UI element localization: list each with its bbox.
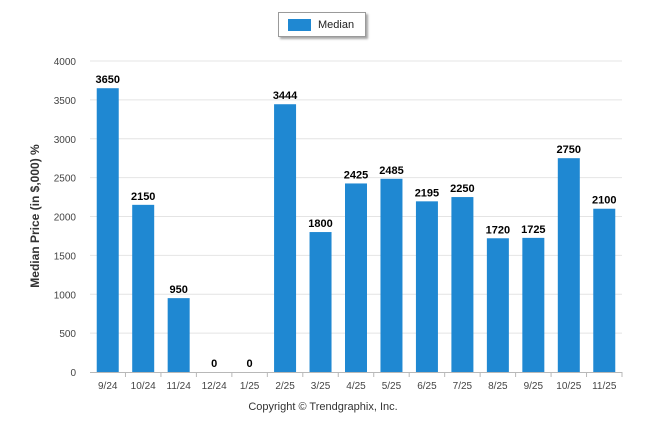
bar bbox=[167, 298, 190, 372]
bar bbox=[345, 183, 367, 372]
bar bbox=[274, 104, 297, 372]
y-tick-label: 4000 bbox=[54, 57, 77, 68]
data-label: 950 bbox=[169, 284, 187, 296]
legend-label-median: Median bbox=[318, 18, 355, 31]
y-tick-label: 500 bbox=[59, 329, 76, 340]
bar bbox=[557, 158, 580, 372]
data-label: 0 bbox=[247, 358, 253, 370]
bar bbox=[451, 197, 474, 372]
bar bbox=[309, 232, 332, 372]
bar bbox=[415, 201, 438, 372]
x-tick-label: 10/25 bbox=[556, 381, 581, 392]
bar bbox=[96, 88, 119, 373]
x-axis: 9/24 10/24 11/24 12/24 1/25 2/25 3/25 4/25 5/25 6… bbox=[90, 372, 623, 392]
data-label: 2150 bbox=[131, 191, 155, 203]
x-tick-label: 6/25 bbox=[417, 381, 437, 392]
data-label: 3444 bbox=[273, 90, 298, 102]
y-tick-label: 1000 bbox=[54, 290, 77, 301]
x-tick-label: 10/24 bbox=[131, 381, 156, 392]
data-label: 2250 bbox=[450, 183, 474, 195]
x-tick-label: 9/24 bbox=[98, 381, 118, 392]
bar bbox=[522, 237, 545, 372]
bar bbox=[486, 238, 509, 372]
y-tick-label: 1500 bbox=[54, 251, 77, 262]
bar bbox=[593, 208, 616, 372]
data-label: 1720 bbox=[486, 224, 510, 236]
x-tick-label: 8/25 bbox=[488, 381, 508, 392]
data-label: 0 bbox=[211, 358, 217, 370]
bar bbox=[132, 204, 155, 372]
x-tick-label: 3/25 bbox=[311, 381, 331, 392]
data-label: 2425 bbox=[344, 169, 368, 181]
copyright-footer: Copyright © Trendgraphix, Inc. bbox=[248, 401, 398, 413]
x-tick-label: 9/25 bbox=[524, 381, 544, 392]
bar bbox=[380, 178, 403, 372]
x-tick-label: 1/25 bbox=[240, 381, 260, 392]
data-label: 2100 bbox=[592, 195, 616, 207]
x-tick-label: 2/25 bbox=[275, 381, 295, 392]
data-label: 2485 bbox=[379, 165, 403, 177]
data-label: 1800 bbox=[308, 218, 332, 230]
y-tick-label: 0 bbox=[70, 368, 76, 379]
legend-swatch bbox=[288, 18, 311, 31]
x-tick-label: 11/24 bbox=[167, 381, 192, 392]
y-axis-title: Median Price (in $,000) % bbox=[28, 144, 42, 288]
y-tick-label: 3000 bbox=[54, 135, 77, 146]
x-tick-label: 4/25 bbox=[346, 381, 366, 392]
x-tick-label: 7/25 bbox=[453, 381, 473, 392]
data-label: 3650 bbox=[95, 74, 119, 86]
y-tick-label: 3500 bbox=[54, 96, 77, 107]
y-axis: 0 500 1000 1500 2000 2500 3000 3500 4000 bbox=[54, 57, 77, 379]
data-label: 1725 bbox=[521, 224, 545, 236]
y-tick-label: 2000 bbox=[54, 213, 77, 224]
data-label: 2195 bbox=[415, 187, 439, 199]
bars bbox=[96, 88, 616, 373]
data-labels: 3650 2150 950 0 0 3444 1800 2425 2485 2195 2250 172… bbox=[95, 74, 616, 370]
data-label: 2750 bbox=[557, 144, 581, 156]
x-tick-label: 11/25 bbox=[592, 381, 617, 392]
x-tick-label: 5/25 bbox=[382, 381, 402, 392]
x-tick-label: 12/24 bbox=[202, 381, 227, 392]
y-tick-label: 2500 bbox=[54, 174, 77, 185]
legend[interactable]: Median bbox=[278, 12, 366, 37]
